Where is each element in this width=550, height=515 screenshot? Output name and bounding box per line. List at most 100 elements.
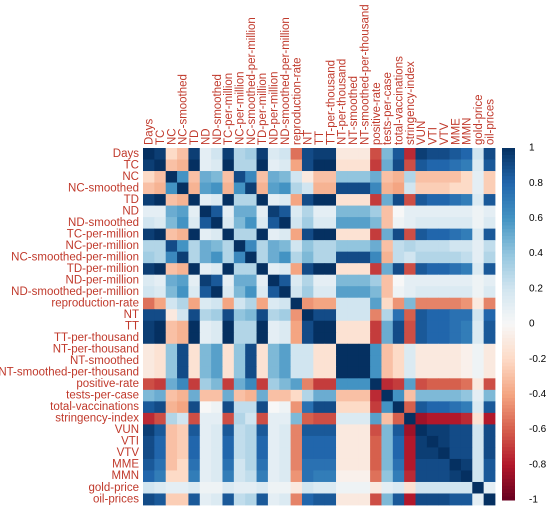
heatmap-cell [188, 240, 201, 253]
heatmap-cell [426, 366, 439, 379]
heatmap-cell [199, 424, 212, 437]
heatmap-cell [313, 493, 326, 506]
heatmap-cell [188, 401, 201, 414]
heatmap-cell [279, 424, 292, 437]
heatmap-cell [143, 320, 155, 333]
heatmap-cell [222, 424, 235, 437]
heatmap-cell [233, 378, 246, 391]
heatmap-cell [267, 263, 280, 276]
heatmap-cell [222, 401, 235, 414]
heatmap-cell [472, 355, 485, 368]
heatmap-cell [279, 355, 292, 368]
heatmap-cell [165, 389, 178, 402]
colorbar-segment [502, 239, 515, 244]
heatmap-cell [279, 343, 292, 356]
heatmap-cell [336, 481, 348, 494]
column-label: positive-rate [371, 82, 383, 145]
colorbar-segment [502, 253, 515, 258]
column-label: TD [189, 130, 201, 145]
heatmap-cell [313, 320, 326, 333]
column-label: VTI [428, 127, 440, 145]
heatmap-cell [438, 263, 450, 276]
column-label: NC-smoothed-per-million [246, 17, 258, 145]
heatmap-cell [177, 366, 189, 379]
row-label: MMN [112, 470, 139, 482]
heatmap-cell [483, 332, 496, 345]
heatmap-cell [301, 412, 314, 425]
heatmap-cell [290, 263, 303, 276]
heatmap-cell [211, 274, 223, 287]
heatmap-cell [460, 205, 473, 218]
column-label: NT-smoothed-per-thousand [359, 4, 371, 145]
heatmap-cell [154, 148, 167, 160]
heatmap-cell [188, 470, 201, 483]
heatmap-cell [233, 286, 246, 299]
colorbar-segment [502, 338, 515, 343]
heatmap-cell [165, 217, 178, 230]
heatmap-cell [154, 470, 167, 483]
colorbar-segment [502, 376, 515, 381]
heatmap-cell [381, 389, 394, 402]
row-label: NT-smoothed [70, 355, 139, 367]
heatmap-cell [370, 217, 382, 230]
heatmap-cell [324, 320, 337, 333]
heatmap-cell [290, 458, 303, 471]
heatmap-cell [313, 228, 326, 241]
heatmap-cell [267, 412, 280, 425]
heatmap-cell [290, 251, 303, 264]
colorbar-segment [502, 193, 515, 198]
heatmap-cell [336, 251, 348, 264]
heatmap-cell [381, 228, 394, 241]
heatmap-cell [188, 182, 201, 195]
colorbar-segment [502, 313, 515, 318]
heatmap-cell [211, 240, 223, 253]
heatmap-cell [313, 159, 326, 172]
colorbar-segment [502, 359, 515, 364]
heatmap-cell [290, 320, 303, 333]
heatmap-cell [472, 481, 485, 494]
heatmap-cell [222, 320, 235, 333]
heatmap-cell [143, 389, 155, 402]
heatmap-cell [222, 297, 235, 310]
heatmap-cell [143, 366, 155, 379]
heatmap-cell [165, 435, 178, 448]
heatmap-cell [392, 412, 405, 425]
heatmap-cell [154, 412, 167, 425]
heatmap-cell [392, 309, 405, 322]
heatmap-cell [460, 251, 473, 264]
heatmap-cell [222, 159, 235, 172]
heatmap-cell [313, 332, 326, 345]
heatmap-cell [165, 251, 178, 264]
heatmap-cell [449, 297, 462, 310]
heatmap-cell [188, 148, 201, 160]
colorbar-segment [502, 172, 515, 177]
row-label: NT-per-thousand [53, 344, 139, 356]
heatmap-cell [381, 148, 394, 160]
heatmap-cell [211, 263, 223, 276]
colorbar-segment [502, 492, 515, 497]
heatmap-cell [370, 320, 382, 333]
heatmap-cell [313, 343, 326, 356]
heatmap-cell [392, 343, 405, 356]
heatmap-cell [301, 205, 314, 218]
heatmap-cell [177, 240, 189, 253]
heatmap-cell [381, 182, 394, 195]
heatmap-cell [324, 458, 337, 471]
heatmap-cell [483, 297, 496, 310]
heatmap-cell [279, 182, 292, 195]
heatmap-cell [301, 194, 314, 206]
heatmap-cell [267, 297, 280, 310]
heatmap-cell [358, 274, 371, 287]
heatmap-cell [245, 389, 257, 402]
heatmap-cell [279, 228, 292, 241]
heatmap-cell [358, 470, 371, 483]
heatmap-cell [370, 297, 382, 310]
heatmap-cell [426, 458, 439, 471]
heatmap-cell [438, 159, 450, 172]
colorbar-segment [502, 232, 515, 237]
heatmap-cell [336, 412, 348, 425]
heatmap-cell [222, 182, 235, 195]
heatmap-cell [211, 424, 223, 437]
heatmap-cell [188, 447, 201, 460]
heatmap-cell [392, 274, 405, 287]
